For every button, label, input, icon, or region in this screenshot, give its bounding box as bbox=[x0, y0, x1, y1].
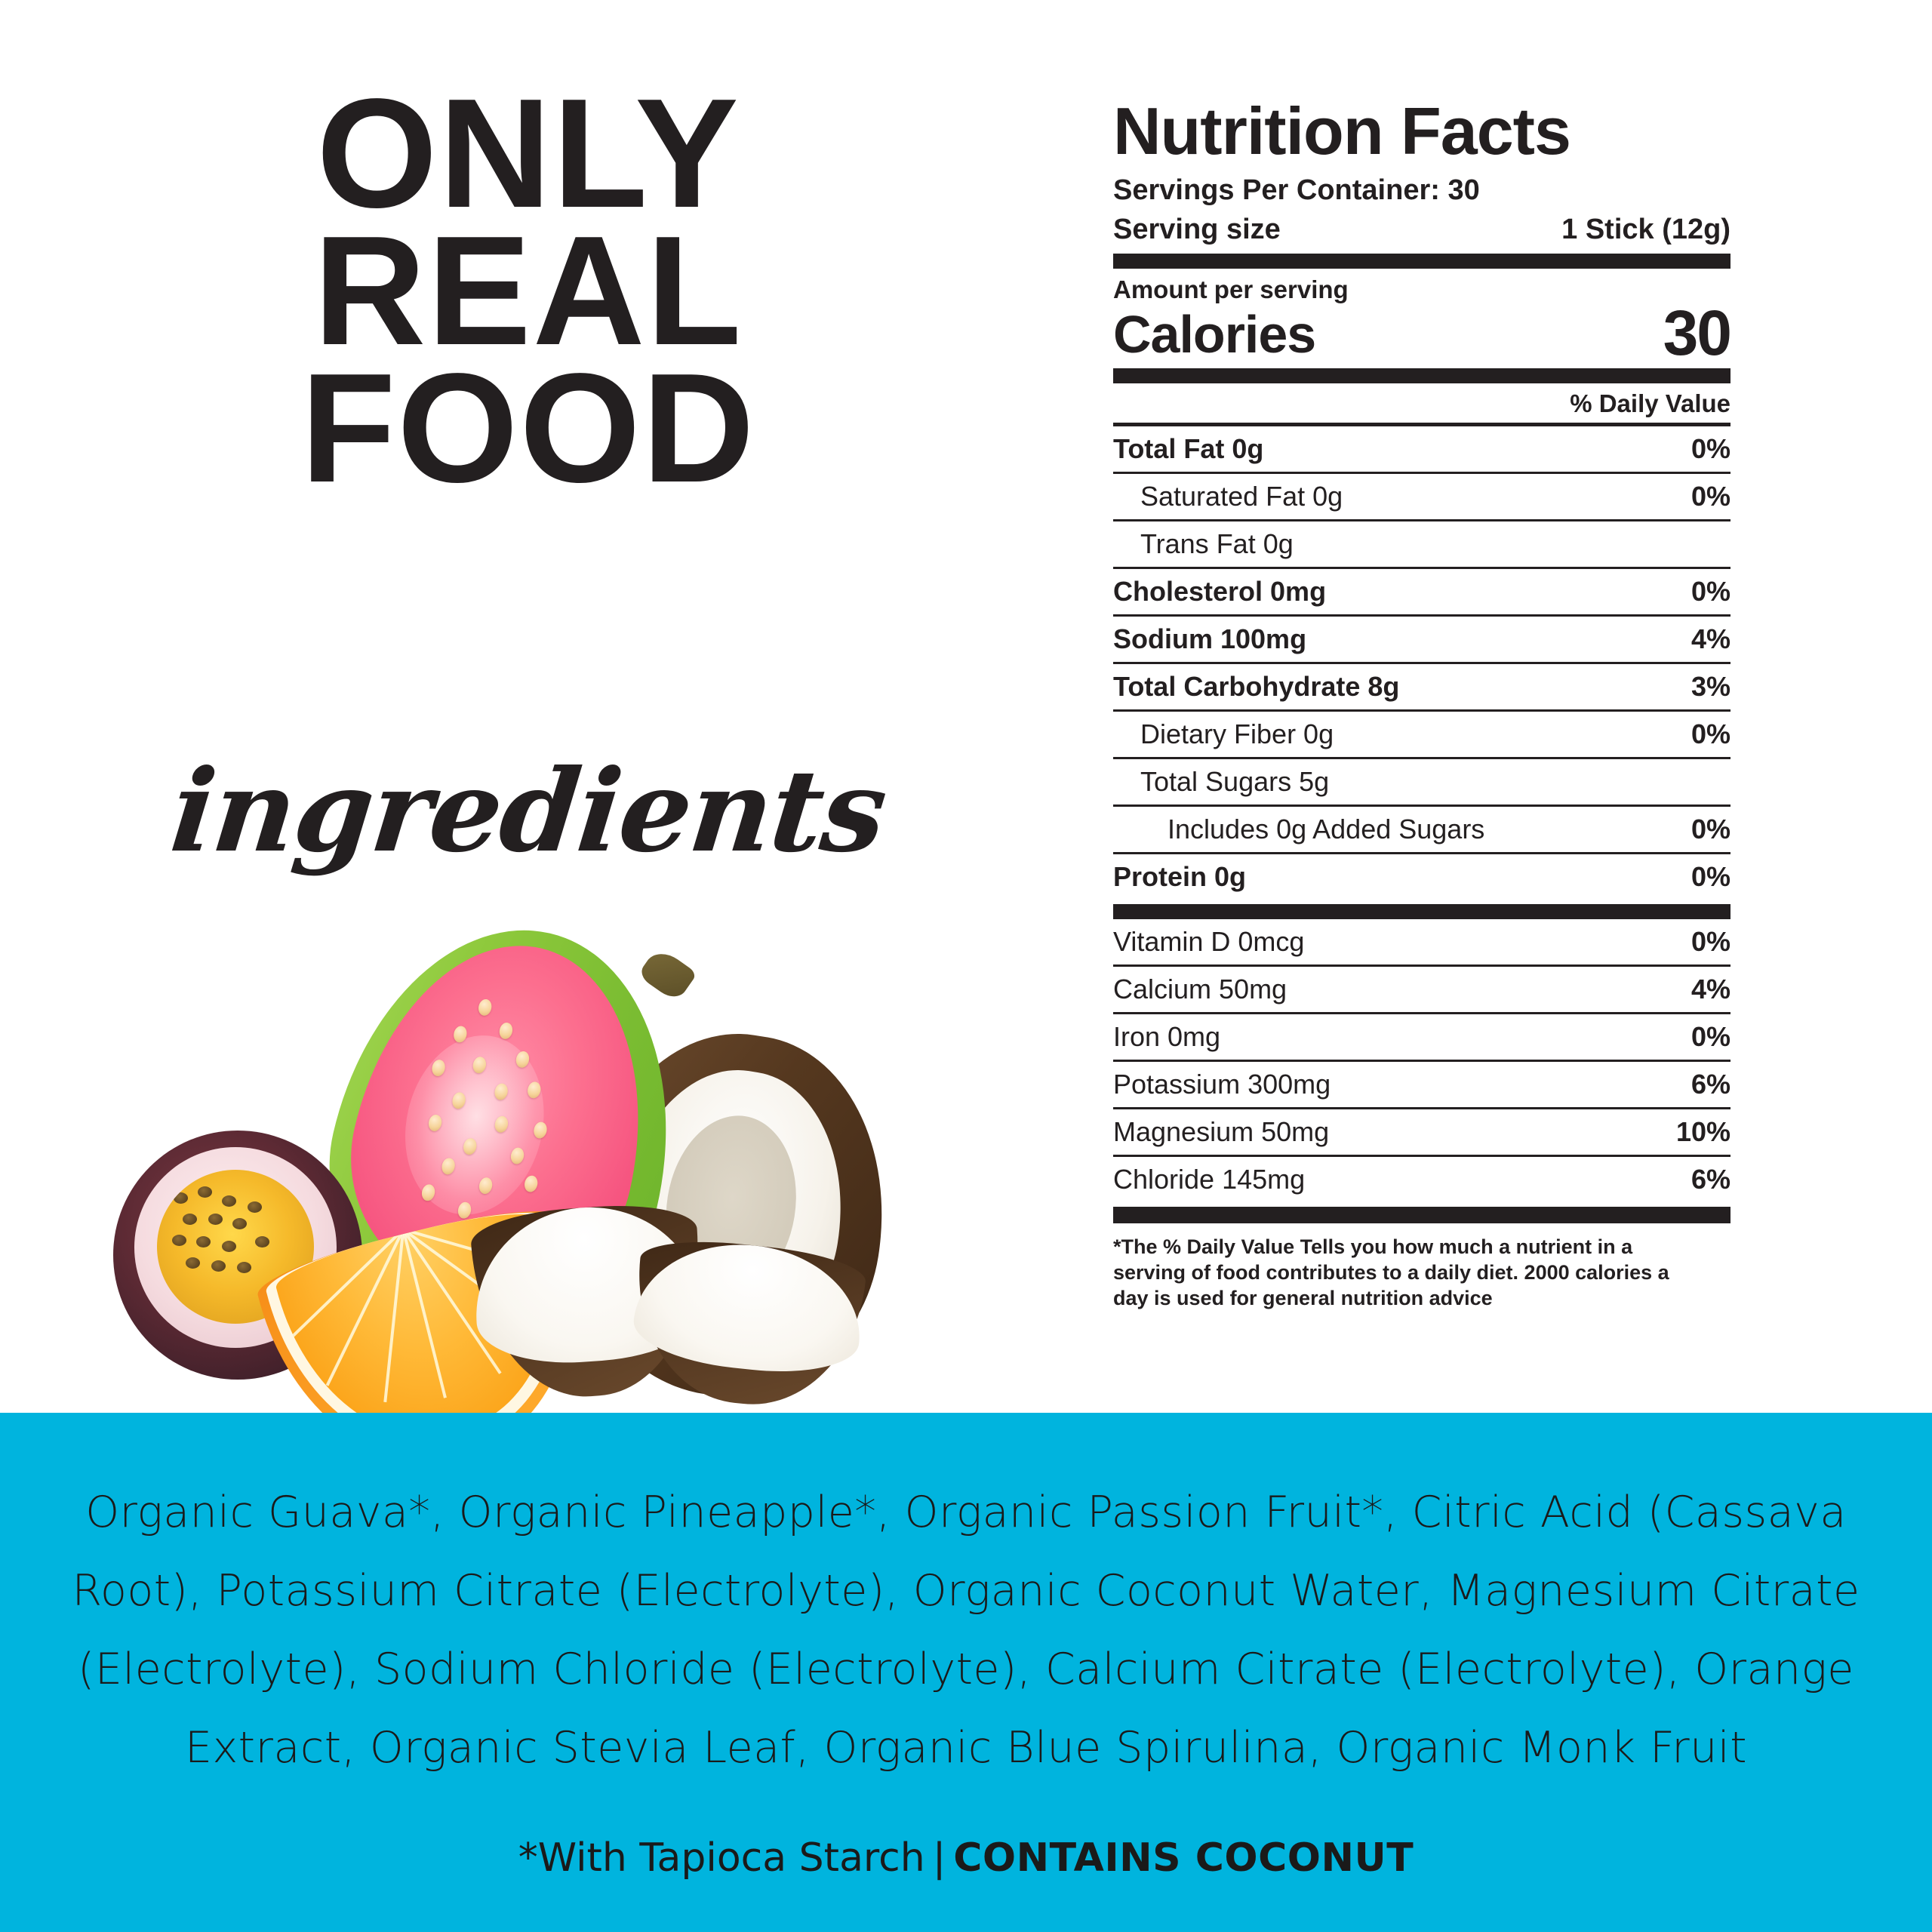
servings-per-container-row: Servings Per Container: 30 bbox=[1113, 171, 1730, 210]
divider-hairline bbox=[1113, 1155, 1730, 1157]
nutrient-row: Vitamin D 0mcg 0% bbox=[1113, 919, 1730, 964]
nutrient-name: Potassium 300mg bbox=[1113, 1069, 1331, 1100]
nutrient-row: Trans Fat 0g bbox=[1113, 521, 1730, 567]
nutrient-name: Dietary Fiber 0g bbox=[1140, 718, 1334, 749]
nutrient-name: Total Fat 0g bbox=[1113, 433, 1264, 464]
ingredients-script-word: ingredients bbox=[165, 745, 891, 878]
label-top-section: ONLY REAL FOOD ingredients bbox=[0, 0, 1733, 1492]
nutrient-row: Potassium 300mg 6% bbox=[1113, 1062, 1730, 1107]
serving-size-row: Serving size 1 Stick (12g) bbox=[1113, 210, 1730, 249]
divider-hairline bbox=[1113, 709, 1730, 712]
nutrient-daily-value: 4% bbox=[1690, 974, 1730, 1004]
nutrient-daily-value: 0% bbox=[1690, 718, 1730, 749]
nutrient-row: Cholesterol 0mg 0% bbox=[1113, 569, 1730, 614]
nutrient-name: Saturated Fat 0g bbox=[1140, 481, 1343, 512]
nutrition-facts-title: Nutrition Facts bbox=[1113, 94, 1571, 168]
divider-thick-bottom bbox=[1113, 1207, 1730, 1223]
calories-label: Calories bbox=[1113, 305, 1316, 364]
nutrient-row: Dietary Fiber 0g 0% bbox=[1113, 712, 1730, 757]
divider-thick-top bbox=[1113, 254, 1730, 269]
nutrient-daily-value: 0% bbox=[1690, 926, 1730, 957]
tapioca-starch-note: *With Tapioca Starch bbox=[518, 1835, 925, 1881]
nutrient-daily-value: 4% bbox=[1690, 623, 1730, 654]
nutrient-name: Total Carbohydrate 8g bbox=[1113, 671, 1400, 702]
brand-column: ONLY REAL FOOD ingredients bbox=[0, 0, 1057, 1492]
nutrient-row: Chloride 145mg 6% bbox=[1113, 1157, 1730, 1202]
nutrient-daily-value: 3% bbox=[1690, 671, 1730, 702]
calories-row: Calories 30 bbox=[1113, 297, 1732, 368]
divider-hairline bbox=[1113, 472, 1730, 474]
divider-thick-calories bbox=[1113, 368, 1730, 383]
nutrient-daily-value: 0% bbox=[1690, 576, 1730, 607]
calories-value: 30 bbox=[1663, 297, 1732, 368]
nutrient-row: Magnesium 50mg 10% bbox=[1113, 1109, 1730, 1155]
headline-block: ONLY REAL FOOD bbox=[0, 66, 1057, 515]
daily-value-header: % Daily Value bbox=[1570, 389, 1730, 417]
nutrient-row: Iron 0mg 0% bbox=[1113, 1014, 1730, 1060]
nutrient-daily-value: 0% bbox=[1690, 433, 1730, 464]
divider-hairline bbox=[1113, 757, 1730, 759]
divider-hairline bbox=[1113, 1060, 1730, 1062]
passion-fruit-half-image bbox=[113, 1131, 362, 1380]
divider-hairline bbox=[1113, 1012, 1730, 1014]
divider-hairline bbox=[1113, 614, 1730, 617]
nutrient-name: Includes 0g Added Sugars bbox=[1168, 814, 1485, 844]
nutrient-name: Protein 0g bbox=[1113, 861, 1247, 892]
headline-line-1: ONLY bbox=[316, 66, 740, 240]
nutrient-name: Trans Fat 0g bbox=[1140, 528, 1294, 559]
nutrient-name: Total Sugars 5g bbox=[1140, 766, 1330, 797]
amount-per-serving-label: Amount per serving bbox=[1113, 275, 1349, 303]
nutrient-row: Total Carbohydrate 8g 3% bbox=[1113, 664, 1730, 709]
nutrient-name: Magnesium 50mg bbox=[1113, 1116, 1330, 1147]
nutrient-row: Protein 0g 0% bbox=[1113, 854, 1730, 900]
nutrient-row: Total Fat 0g 0% bbox=[1113, 426, 1730, 472]
divider-thick-protein bbox=[1113, 904, 1730, 919]
macronutrient-rows: Total Fat 0g 0% Saturated Fat 0g 0% Trans Fa… bbox=[1113, 426, 1730, 900]
contains-coconut-note: CONTAINS COCONUT bbox=[953, 1835, 1414, 1881]
nutrient-row: Saturated Fat 0g 0% bbox=[1113, 474, 1730, 519]
nutrient-name: Cholesterol 0mg bbox=[1113, 576, 1327, 607]
divider-hairline bbox=[1113, 964, 1730, 967]
nutrient-row: Calcium 50mg 4% bbox=[1113, 967, 1730, 1012]
nutrient-daily-value: 0% bbox=[1690, 814, 1730, 844]
nutrient-daily-value: 0% bbox=[1690, 1021, 1730, 1052]
ingredients-text: Organic Guava*, Organic Pineapple*, Orga… bbox=[72, 1487, 1860, 1773]
nutrient-daily-value: 6% bbox=[1690, 1164, 1730, 1195]
divider-hairline bbox=[1113, 852, 1730, 854]
divider-hairline bbox=[1113, 567, 1730, 569]
daily-value-footnote: *The % Daily Value Tells you how much a … bbox=[1113, 1235, 1669, 1309]
nutrient-daily-value: 0% bbox=[1690, 861, 1730, 892]
nutrition-facts-panel: Nutrition Facts Servings Per Container: … bbox=[1113, 94, 1732, 1311]
nutrient-daily-value: 0% bbox=[1690, 481, 1730, 512]
allergen-separator: | bbox=[932, 1835, 946, 1881]
coconut-piece-right-image bbox=[626, 1233, 869, 1416]
nutrient-daily-value: 6% bbox=[1690, 1069, 1730, 1100]
nutrient-row: Includes 0g Added Sugars 0% bbox=[1113, 807, 1730, 852]
nutrient-name: Calcium 50mg bbox=[1113, 974, 1287, 1004]
nutrient-name: Vitamin D 0mcg bbox=[1113, 926, 1305, 957]
headline-line-3: FOOD bbox=[300, 341, 756, 515]
nutrient-row: Sodium 100mg 4% bbox=[1113, 617, 1730, 662]
ingredients-band: Organic Guava*, Organic Pineapple*, Orga… bbox=[0, 1413, 1932, 1932]
serving-size-label: Serving size bbox=[1113, 214, 1281, 245]
divider-dv bbox=[1113, 423, 1730, 426]
allergen-statement: *With Tapioca Starch | CONTAINS COCONUT bbox=[0, 1835, 1932, 1881]
nutrient-row: Total Sugars 5g bbox=[1113, 759, 1730, 804]
headline-line-2: REAL bbox=[313, 204, 743, 377]
micronutrient-rows: Vitamin D 0mcg 0% Calcium 50mg 4% Iron 0mg 0%… bbox=[1113, 919, 1730, 1202]
nutrient-daily-value: 10% bbox=[1675, 1116, 1730, 1147]
serving-size-value: 1 Stick (12g) bbox=[1561, 214, 1730, 245]
divider-hairline bbox=[1113, 662, 1730, 664]
divider-hairline bbox=[1113, 804, 1730, 807]
nutrient-name: Iron 0mg bbox=[1113, 1021, 1221, 1052]
nutrient-name: Sodium 100mg bbox=[1113, 623, 1307, 654]
divider-hairline bbox=[1113, 519, 1730, 521]
tropical-fruit-image bbox=[113, 896, 958, 1492]
nutrient-name: Chloride 145mg bbox=[1113, 1164, 1306, 1195]
divider-hairline bbox=[1113, 1107, 1730, 1109]
servings-per-container-label: Servings Per Container: 30 bbox=[1113, 174, 1480, 206]
